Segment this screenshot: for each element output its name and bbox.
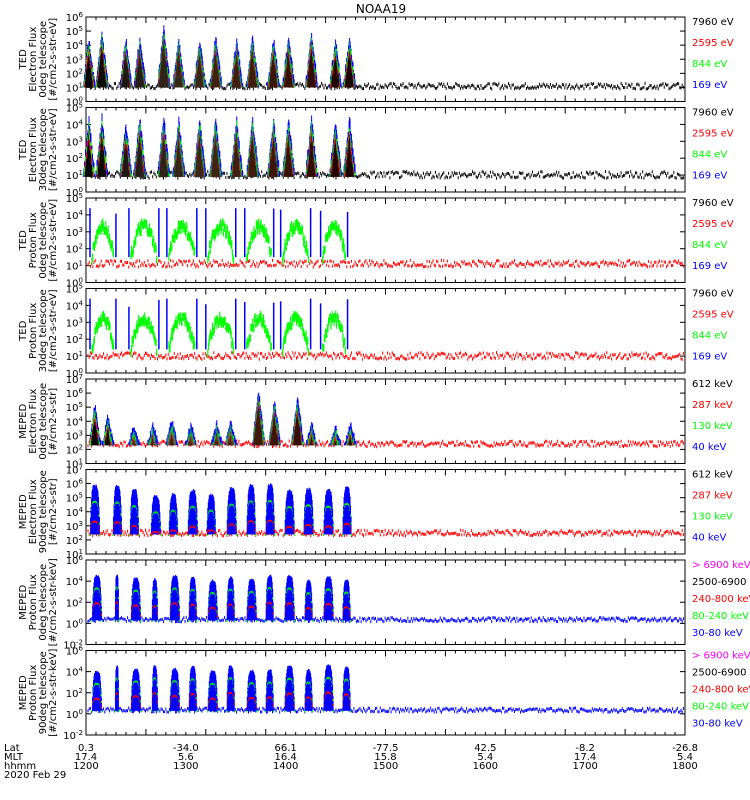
y-axis-label-line: [#/cm2-s-str-eV] <box>48 199 59 282</box>
legend-entry: 844 eV <box>692 150 727 161</box>
data-marks <box>82 113 684 180</box>
y-tick-exponent: 5 <box>79 192 83 200</box>
y-tick-exponent: 4 <box>79 39 84 47</box>
legend-entry: 169 eV <box>692 261 727 272</box>
y-tick-label: 105 <box>66 192 83 205</box>
y-axis-label-line: 0deg telescope <box>38 202 49 279</box>
y-tick-label: 104 <box>66 118 84 131</box>
y-tick-exponent: 3 <box>79 135 83 143</box>
y-tick-exponent: 4 <box>79 209 84 217</box>
panel-frame <box>85 197 686 283</box>
y-tick-exponent: 0 <box>79 96 83 104</box>
chart-title: NOAA19 <box>356 2 406 16</box>
legend-entry: 2595 eV <box>692 38 734 49</box>
y-axis-label-line: TED <box>18 230 29 251</box>
y-tick-exponent: 4 <box>79 118 84 126</box>
y-axis-label-line: 30deg telescope <box>38 108 49 191</box>
y-axis-label-line: Proton Flux <box>28 212 39 268</box>
y-tick-label: 103 <box>66 53 83 66</box>
y-tick-label: 104 <box>66 209 84 222</box>
legend-entry: 844 eV <box>692 240 727 251</box>
y-tick-exponent: 3 <box>79 53 83 61</box>
data-marks <box>87 208 684 269</box>
y-tick-exponent: 6 <box>79 11 84 19</box>
y-tick-label: 103 <box>66 226 83 239</box>
legend-entry: 2595 eV <box>692 219 734 230</box>
y-axis-label: TEDElectron Flux30deg telescope[#/cm2-s-… <box>18 108 59 191</box>
y-axis-label-line: Electron Flux <box>28 27 39 92</box>
legend-entry: 7960 eV <box>692 17 734 28</box>
y-tick-exponent: 5 <box>79 25 83 33</box>
y-tick-label: 105 <box>66 25 83 38</box>
y-tick-label: 101 <box>66 81 83 94</box>
y-tick-label: 101 <box>66 169 83 182</box>
y-axis-label: TEDElectron Flux0deg telescope[#/cm2-s-s… <box>18 18 59 101</box>
y-tick-exponent: 1 <box>79 169 83 177</box>
y-tick-label: 106 <box>66 11 84 24</box>
y-tick-exponent: 5 <box>79 102 83 110</box>
y-tick-exponent: 1 <box>79 81 83 89</box>
y-axis-label-line: TED <box>18 49 29 70</box>
legend-entry: 169 eV <box>692 171 727 182</box>
y-tick-label: 102 <box>66 67 83 80</box>
data-marks <box>82 25 684 91</box>
y-tick-exponent: 0 <box>79 277 83 285</box>
legend-entry: 2595 eV <box>692 129 734 140</box>
y-tick-label: 102 <box>66 152 83 165</box>
y-axis-label: TEDProton Flux0deg telescope[#/cm2-s-str… <box>18 199 59 282</box>
y-axis-label-line: 0deg telescope <box>38 21 49 98</box>
y-tick-exponent: 2 <box>79 243 83 251</box>
y-tick-exponent: 1 <box>79 260 83 268</box>
legend-entry: 169 eV <box>692 80 727 91</box>
y-axis-label-line: Electron Flux <box>28 117 39 182</box>
y-tick-label: 103 <box>66 135 83 148</box>
y-tick-label: 102 <box>66 243 83 256</box>
y-axis-label-line: [#/cm2-s-str-eV] <box>48 108 59 191</box>
legend-entry: 7960 eV <box>692 108 734 119</box>
y-axis-label-line: TED <box>18 139 29 160</box>
y-tick-label: 101 <box>66 260 83 273</box>
y-tick-exponent: 0 <box>79 186 83 194</box>
y-tick-label: 105 <box>66 102 83 115</box>
legend-entry: 7960 eV <box>692 198 734 209</box>
y-tick-label: 104 <box>66 39 84 52</box>
y-tick-exponent: 3 <box>79 226 83 234</box>
legend-entry: 844 eV <box>692 59 727 70</box>
y-tick-exponent: 2 <box>79 67 83 75</box>
y-tick-exponent: 2 <box>79 152 83 160</box>
y-axis-label-line: [#/cm2-s-str-eV] <box>48 18 59 101</box>
